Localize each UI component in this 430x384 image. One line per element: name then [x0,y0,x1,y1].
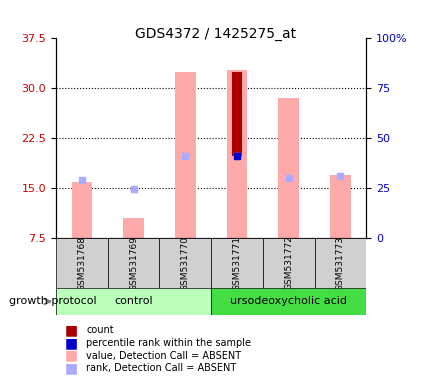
Text: GSM531769: GSM531769 [129,235,138,291]
Text: control: control [114,296,153,306]
Text: GSM531771: GSM531771 [232,235,241,291]
Text: GSM531768: GSM531768 [77,235,86,291]
FancyBboxPatch shape [56,238,108,288]
FancyBboxPatch shape [56,288,211,315]
FancyBboxPatch shape [159,238,211,288]
Bar [123,218,144,238]
Bar [278,98,298,238]
Text: GSM531770: GSM531770 [181,235,189,291]
FancyBboxPatch shape [262,238,314,288]
FancyBboxPatch shape [211,238,262,288]
Text: GSM531773: GSM531773 [335,235,344,291]
FancyBboxPatch shape [108,238,159,288]
Text: ursodeoxycholic acid: ursodeoxycholic acid [230,296,347,306]
Text: count: count [86,325,114,335]
Bar [329,175,350,238]
Text: ■: ■ [64,336,77,350]
Bar [175,72,195,238]
Text: ■: ■ [64,349,77,362]
Bar [71,182,92,238]
Bar [226,70,247,238]
Text: GSM531772: GSM531772 [284,236,292,290]
Text: value, Detection Call = ABSENT: value, Detection Call = ABSENT [86,351,241,361]
FancyBboxPatch shape [211,288,366,315]
Text: growth protocol: growth protocol [9,296,96,306]
Text: GDS4372 / 1425275_at: GDS4372 / 1425275_at [135,27,295,41]
Text: rank, Detection Call = ABSENT: rank, Detection Call = ABSENT [86,363,236,373]
FancyBboxPatch shape [314,238,366,288]
Bar [231,72,242,156]
Text: ■: ■ [64,323,77,337]
Text: ■: ■ [64,361,77,375]
Text: percentile rank within the sample: percentile rank within the sample [86,338,251,348]
